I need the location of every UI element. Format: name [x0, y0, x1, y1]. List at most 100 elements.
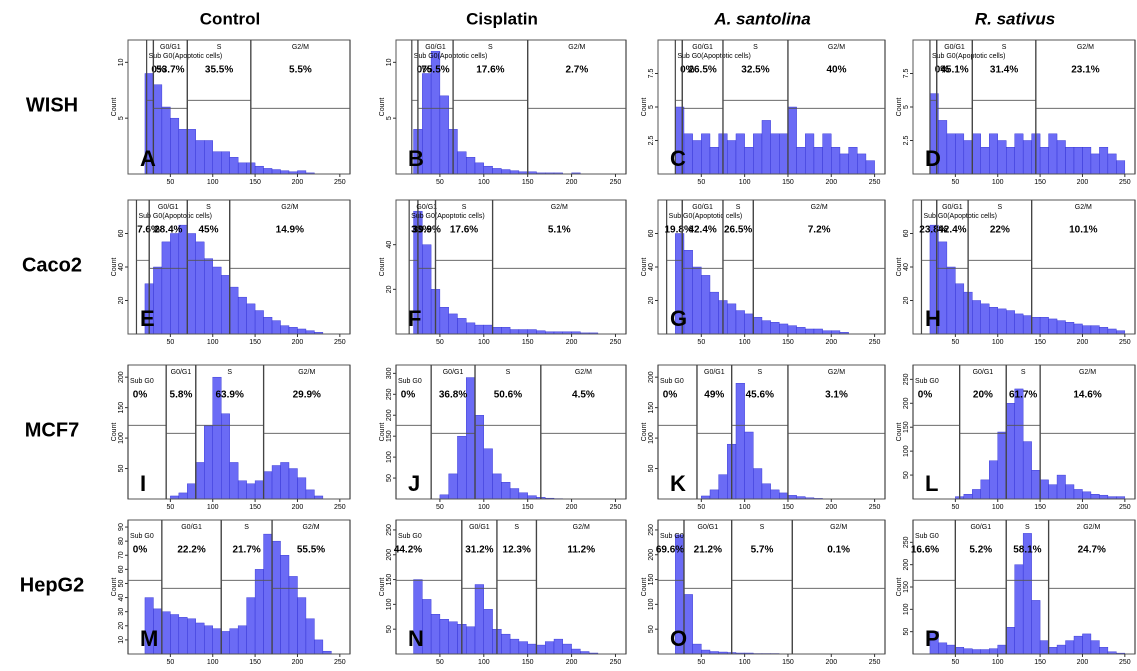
histogram-bar [562, 643, 572, 655]
x-tick-label: 200 [1077, 339, 1089, 346]
x-tick-label: 250 [869, 339, 881, 346]
y-axis-label: Count [111, 258, 118, 277]
gate-label: S [506, 369, 511, 376]
panel: Count 50 100 150 200 250 20 40 60 Sub G0(Apoptoti… [641, 199, 886, 346]
histogram-bar [1031, 470, 1041, 500]
gate-label: Sub G0 [660, 378, 684, 385]
x-tick-label: 250 [334, 659, 346, 666]
x-tick-label: 250 [334, 339, 346, 346]
gate-percent: 28.4% [154, 225, 182, 236]
y-tick-label: 5 [118, 116, 125, 120]
histogram-bar [195, 622, 205, 655]
histogram-bar [212, 266, 222, 335]
histogram-bar [989, 460, 998, 500]
gate-percent: 23.1% [1071, 65, 1099, 76]
histogram-bar [839, 153, 849, 175]
x-tick-label: 50 [436, 659, 444, 666]
y-tick-label: 150 [903, 581, 910, 593]
x-tick-label: 50 [436, 504, 444, 511]
histogram-bar [246, 303, 256, 335]
panel-letter: M [140, 626, 158, 651]
gate-percent: 75.5% [421, 65, 449, 76]
histogram-bar [727, 303, 737, 335]
histogram-bar [761, 320, 771, 335]
histogram-bar [229, 286, 239, 335]
x-tick-label: 100 [739, 659, 751, 666]
y-tick-label: 150 [386, 574, 393, 586]
histogram-bar [1082, 146, 1092, 175]
gate-label: G0/G1 [692, 44, 713, 51]
gate-label: Sub G0(Apoptotic cells) [411, 213, 485, 220]
histogram-bar [457, 151, 467, 175]
x-tick-label: 50 [951, 659, 959, 666]
y-tick-label: 50 [903, 628, 910, 636]
panel: Count 50 100 150 200 250 20 40 Sub G0(Apoptotic … [379, 199, 627, 346]
gate-percent: 61.7% [1009, 390, 1037, 401]
gate-label: Sub G0 [130, 378, 154, 385]
y-tick-label: 10 [386, 58, 393, 66]
panel: Count 50 100 150 200 250 50 100 150 200 250 Sub G0 0… [896, 364, 1136, 511]
histogram-bar [989, 133, 998, 175]
x-tick-label: 150 [522, 179, 534, 186]
y-tick-label: 40 [903, 263, 910, 271]
histogram-bar [483, 609, 493, 655]
x-tick-label: 100 [739, 339, 751, 346]
histogram-bar [501, 327, 511, 335]
gate-label: S [1021, 369, 1026, 376]
gate-percent: 50.6% [494, 390, 522, 401]
x-tick-label: 50 [697, 339, 705, 346]
x-tick-label: 250 [869, 504, 881, 511]
histogram-bar [187, 129, 196, 175]
histogram-bar [744, 313, 754, 335]
histogram-bar [1022, 315, 1032, 335]
histogram-bar [822, 133, 832, 175]
histogram-bar [692, 643, 702, 655]
histogram-bar [997, 140, 1007, 175]
histogram-bar [474, 324, 484, 335]
x-tick-label: 100 [739, 504, 751, 511]
gate-label: G0/G1 [416, 204, 437, 211]
histogram-bar [314, 639, 324, 655]
gate-label: G0/G1 [704, 369, 725, 376]
histogram-bar [1073, 323, 1083, 335]
gate-percent: 35.5% [205, 65, 233, 76]
gate-percent: 0.1% [827, 545, 850, 556]
histogram-bar [492, 327, 502, 335]
gate-label: G2/M [573, 524, 590, 531]
y-tick-label: 100 [118, 432, 125, 444]
histogram-bar [509, 329, 520, 335]
x-tick-label: 100 [207, 339, 219, 346]
y-axis-label: Count [111, 98, 118, 117]
gate-percent: 5.2% [969, 545, 992, 556]
histogram-bar [161, 241, 171, 335]
histogram-bar [1082, 325, 1092, 335]
x-tick-label: 150 [782, 339, 794, 346]
histogram-bar [1065, 484, 1075, 500]
x-tick-label: 150 [1034, 179, 1046, 186]
gate-percent: 39.9% [413, 225, 441, 236]
histogram-bar [263, 317, 273, 335]
y-tick-label: 60 [648, 230, 655, 238]
gate-label: G2/M [811, 204, 828, 211]
histogram-bar [1006, 146, 1015, 175]
histogram-bar [1048, 484, 1058, 500]
histogram-bar [1014, 388, 1024, 500]
histogram-bar [1065, 146, 1075, 175]
gate-label: Sub G0 [398, 378, 422, 385]
gate-percent: 17.6% [476, 65, 504, 76]
gate-percent: 55.5% [297, 545, 325, 556]
x-tick-label: 150 [782, 504, 794, 511]
gate-label: G2/M [281, 204, 298, 211]
histogram-bar [1014, 564, 1024, 655]
histogram-bar [787, 106, 797, 175]
panel-letter: F [408, 306, 421, 331]
gate-label: G2/M [1083, 524, 1100, 531]
x-tick-label: 100 [207, 659, 219, 666]
histogram-bar [280, 325, 290, 335]
y-tick-label: 40 [118, 594, 125, 602]
histogram-bar [536, 330, 546, 335]
histogram-bar [501, 482, 511, 500]
y-axis-label: Count [896, 258, 903, 277]
y-tick-label: 50 [386, 474, 393, 482]
x-tick-label: 250 [334, 504, 346, 511]
